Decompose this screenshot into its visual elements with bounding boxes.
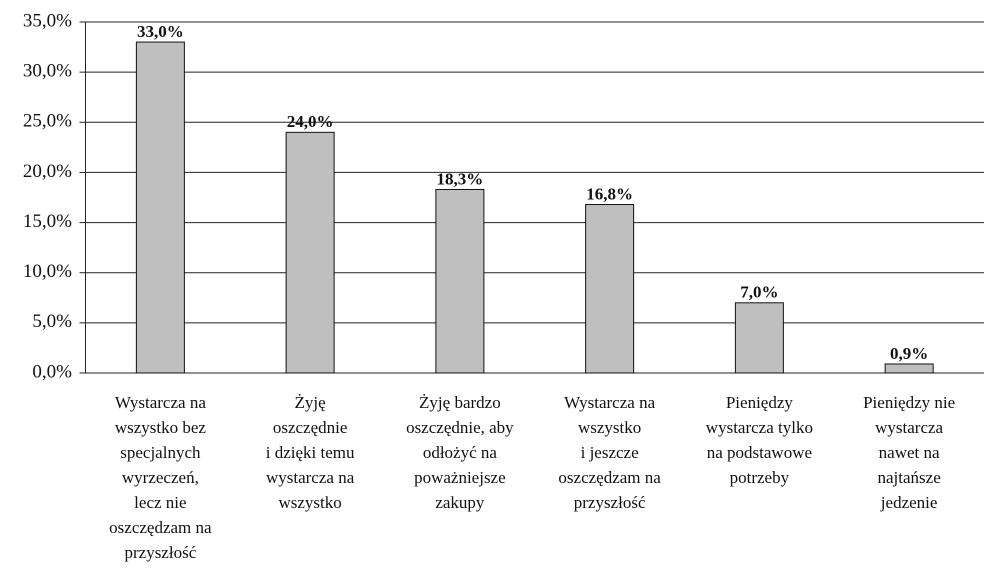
x-tick-label: Żyję oszczędnie i dzięki temu wystarcza … — [265, 393, 355, 512]
bar — [585, 204, 635, 374]
x-tick-label: Pieniędzy wystarcza tylko na podstawowe … — [705, 393, 813, 487]
y-tick-label: 5,0% — [32, 311, 72, 332]
y-tick-label: 0,0% — [32, 361, 72, 382]
x-tick-label: Pieniędzy nie wystarcza nawet na najtańs… — [863, 393, 956, 512]
value-label: 33,0% — [137, 22, 184, 41]
bar — [734, 302, 784, 374]
bar — [135, 41, 185, 374]
value-label: 0,9% — [890, 344, 928, 363]
value-label: 16,8% — [586, 184, 633, 203]
y-tick-label: 30,0% — [23, 61, 72, 82]
y-tick-label: 35,0% — [23, 10, 72, 31]
y-tick-label: 10,0% — [23, 261, 72, 282]
x-tick-label: Żyję bardzo oszczędnie, aby odłożyć na p… — [406, 393, 514, 512]
x-tick-label: Wystarcza na wszystko bez specjalnych wy… — [109, 393, 212, 562]
bar — [435, 188, 485, 374]
bar — [285, 131, 335, 374]
value-label: 18,3% — [437, 169, 484, 188]
value-label: 7,0% — [740, 283, 778, 302]
y-tick-label: 15,0% — [23, 211, 72, 232]
y-tick-label: 20,0% — [23, 161, 72, 182]
value-label: 24,0% — [287, 112, 334, 131]
bar — [884, 363, 934, 374]
y-tick-label: 25,0% — [23, 111, 72, 132]
x-tick-label: Wystarcza na wszystko i jeszcze oszczędz… — [558, 393, 661, 512]
